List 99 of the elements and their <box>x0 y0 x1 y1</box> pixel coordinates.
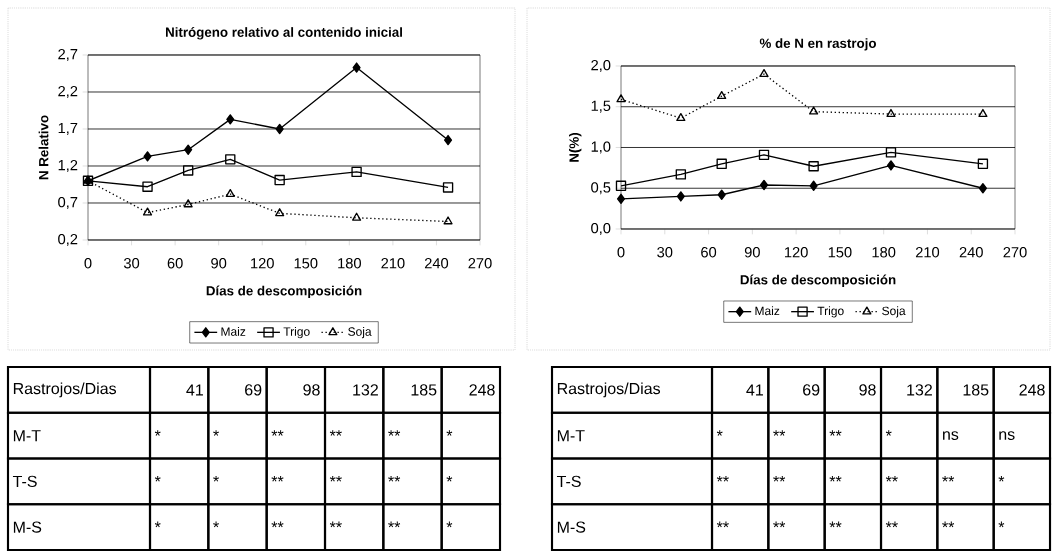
legend-label: Trigo <box>817 306 844 318</box>
category-label: 132 <box>353 384 378 396</box>
y-tick-label: 1,5 <box>591 100 611 113</box>
category-label: M-S <box>13 521 42 533</box>
text: ** <box>271 475 284 482</box>
text: * <box>213 430 219 436</box>
x-tick-label: 180 <box>872 247 896 258</box>
category-label: 185 <box>411 384 437 396</box>
text: ns <box>943 431 959 440</box>
text: ** <box>829 521 842 528</box>
chart-title: Nitrógeno relativo al contenido inicial <box>165 27 402 40</box>
text: Rastrojos/Dias <box>557 382 661 398</box>
x-tick-label: 240 <box>424 258 449 269</box>
y-axis-title: N Relativo <box>38 115 49 180</box>
category-label: 132 <box>907 384 932 396</box>
x-tick-label: 150 <box>828 247 852 258</box>
category-label: 98 <box>303 384 320 396</box>
x-tick-label: 210 <box>381 258 405 269</box>
legend-label: Trigo <box>283 326 310 339</box>
chart-title: % de N en rastrojo <box>759 38 877 51</box>
y-tick-label: 1,7 <box>58 123 78 135</box>
y-tick-label: 0,0 <box>591 222 611 236</box>
legend-label: Soja <box>882 306 906 318</box>
text: ** <box>716 475 729 482</box>
y-tick-label: 2,2 <box>58 85 78 99</box>
x-tick-label: 210 <box>915 247 940 258</box>
legend-label: Maiz <box>755 306 780 316</box>
text: * <box>154 475 161 482</box>
text: Rastrojos/Dias <box>13 382 117 398</box>
category-label: 185 <box>963 384 989 396</box>
text: * <box>885 430 892 436</box>
x-tick-label: 120 <box>784 247 808 258</box>
y-axis-title: N(%) <box>568 132 582 162</box>
category-label: 98 <box>859 384 876 396</box>
x-tick-label: 120 <box>251 258 274 269</box>
text: ** <box>942 475 955 482</box>
text: ** <box>329 475 342 482</box>
legend-label: Maiz <box>221 326 246 336</box>
text: ** <box>942 521 955 528</box>
category-label: T-S <box>12 475 37 488</box>
x-tick-label: 270 <box>1003 247 1027 258</box>
x-tick-label: 240 <box>959 247 983 258</box>
category-label: T-S <box>556 475 581 488</box>
text: ** <box>329 521 342 528</box>
text: ** <box>773 430 786 436</box>
category-label: M-T <box>557 430 585 442</box>
x-tick-label: 0 <box>617 247 625 258</box>
text: ** <box>388 475 401 482</box>
text: * <box>213 475 219 482</box>
x-tick-label: 30 <box>123 258 140 269</box>
text: * <box>998 475 1005 482</box>
text: * <box>446 430 453 436</box>
category-label: 41 <box>186 384 203 396</box>
category-label: M-S <box>557 521 586 533</box>
category-label: 69 <box>245 384 262 396</box>
text: * <box>446 521 453 528</box>
text: ** <box>773 521 786 528</box>
y-tick-label: 0,2 <box>58 233 78 247</box>
text: ** <box>773 475 786 482</box>
text: * <box>154 430 161 436</box>
text: ** <box>388 521 401 528</box>
text: ** <box>716 521 729 528</box>
text: * <box>998 521 1005 528</box>
category-label: M-T <box>13 430 41 442</box>
x-tick-label: 90 <box>211 258 227 269</box>
category-label: 248 <box>1019 384 1045 396</box>
y-tick-label: 0,7 <box>58 196 78 210</box>
text: * <box>154 521 161 528</box>
text: ** <box>885 521 898 528</box>
text: ** <box>271 521 284 528</box>
x-tick-label: 90 <box>744 247 760 258</box>
x-tick-label: 60 <box>701 247 717 258</box>
x-tick-label: 150 <box>294 258 318 269</box>
x-tick-label: 270 <box>468 258 492 269</box>
x-tick-label: 0 <box>84 258 92 269</box>
text: * <box>716 430 723 436</box>
x-tick-label: 180 <box>338 258 361 269</box>
text: ** <box>388 430 401 436</box>
x-axis-title: Días de descomposición <box>740 274 896 288</box>
y-tick-label: 1,2 <box>58 159 78 173</box>
text: ** <box>271 430 284 436</box>
text: ** <box>885 475 898 482</box>
x-tick-label: 60 <box>167 258 183 269</box>
category-label: 41 <box>746 384 763 396</box>
text: ** <box>329 430 342 436</box>
legend-label: Soja <box>348 326 372 339</box>
text: ** <box>829 475 842 482</box>
y-tick-label: 2,7 <box>58 48 78 62</box>
x-axis-title: Días de descomposición <box>206 285 362 299</box>
category-label: 248 <box>469 384 495 396</box>
category-label: 69 <box>803 384 820 396</box>
text: * <box>213 521 219 528</box>
y-tick-label: 1,0 <box>591 141 611 154</box>
y-tick-label: 2,0 <box>591 59 611 73</box>
text: ** <box>829 430 842 436</box>
y-tick-label: 0,5 <box>591 182 611 195</box>
text: ns <box>999 431 1015 440</box>
x-tick-label: 30 <box>657 247 673 258</box>
text: * <box>446 475 453 482</box>
